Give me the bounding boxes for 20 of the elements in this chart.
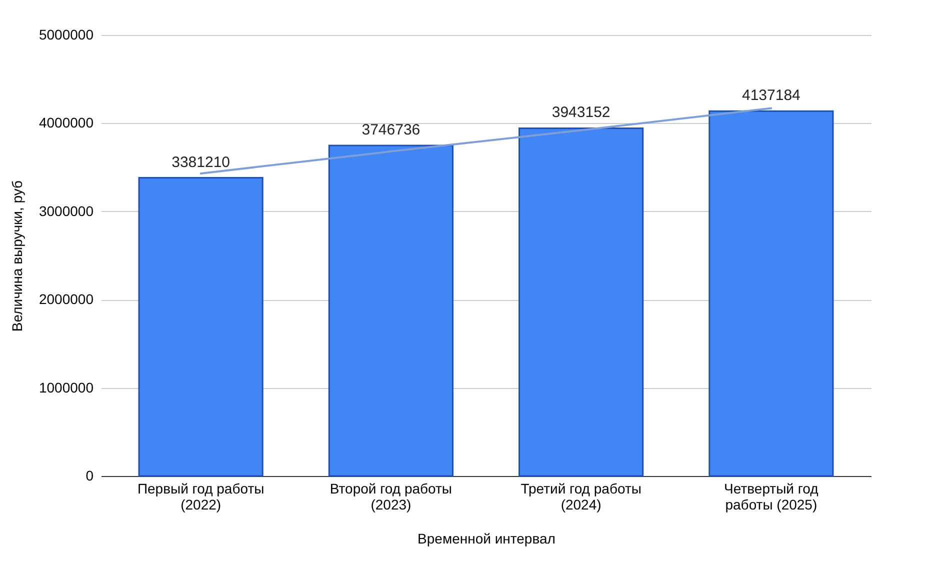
data-label: 4137184 bbox=[742, 87, 800, 104]
y-tick-label: 2000000 bbox=[38, 291, 94, 308]
y-tick-label: 4000000 bbox=[38, 114, 94, 131]
y-axis-title: Величина выручки, руб bbox=[8, 180, 25, 332]
x-tick-label: Третий год работы (2024) bbox=[520, 480, 642, 512]
bar bbox=[708, 110, 834, 477]
x-axis-title: Временной интервал bbox=[418, 530, 556, 546]
x-tick-label: Четвертый год работы (2025) bbox=[724, 480, 818, 512]
y-tick-label: 1000000 bbox=[38, 379, 94, 396]
y-tick-label: 3000000 bbox=[38, 202, 94, 219]
bar bbox=[328, 144, 454, 477]
bar bbox=[518, 127, 644, 477]
data-label: 3943152 bbox=[552, 104, 610, 122]
data-label: 3746736 bbox=[362, 122, 420, 139]
y-tick-label: 0 bbox=[86, 468, 94, 484]
x-tick-label: Первый год работы (2022) bbox=[137, 480, 264, 512]
x-tick-label: Второй год работы (2023) bbox=[330, 480, 452, 512]
y-tick-label: 5000000 bbox=[38, 26, 94, 42]
data-label: 3381210 bbox=[172, 154, 230, 171]
bar bbox=[138, 177, 264, 477]
